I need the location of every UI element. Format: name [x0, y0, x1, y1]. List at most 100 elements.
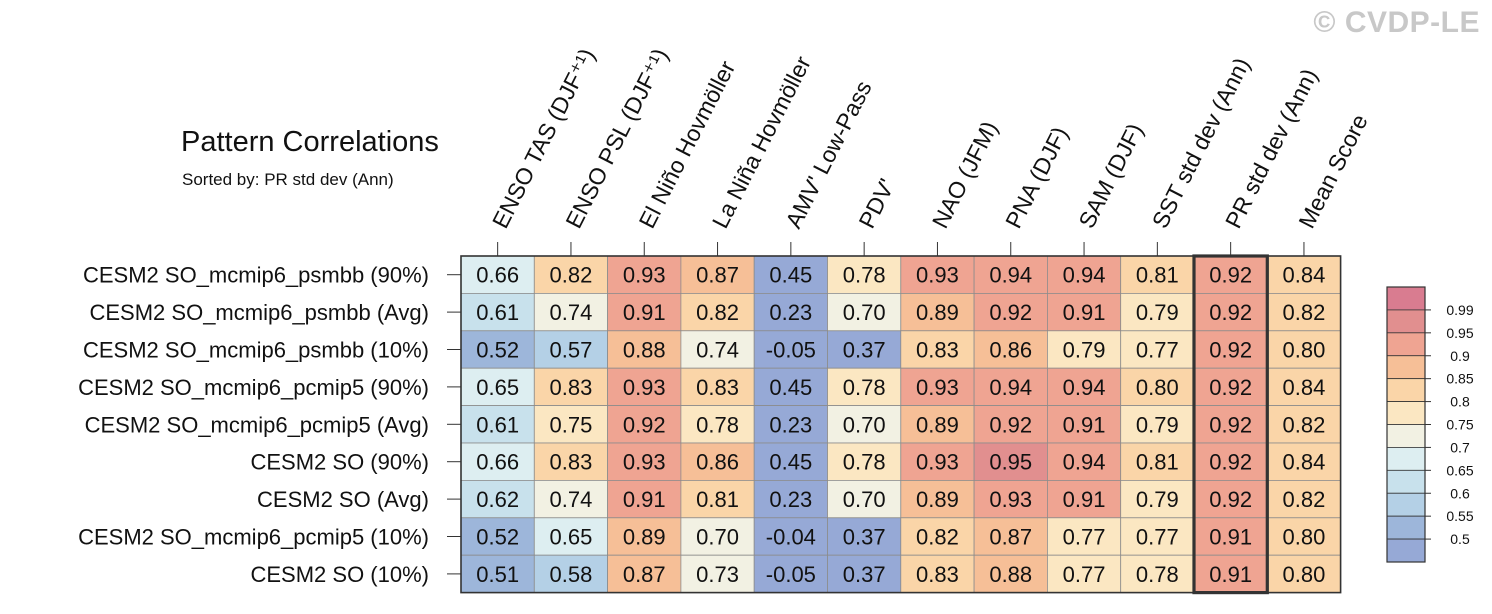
heatmap-cell: [753, 479, 828, 519]
heatmap-cell: [973, 554, 1048, 594]
heatmap-cell: [973, 405, 1048, 444]
heatmap-cell: [973, 255, 1048, 294]
heatmap-cell: [1193, 292, 1268, 332]
cell-value: 0.77: [1136, 525, 1179, 550]
heatmap-cell: [680, 405, 755, 444]
heatmap-cell: [533, 367, 608, 407]
cell-value: 0.94: [1063, 450, 1106, 475]
heatmap-cell: [680, 479, 755, 519]
heatmap-cell: [753, 554, 828, 594]
cell-value: 0.92: [1209, 450, 1252, 475]
cell-value: 0.91: [1063, 412, 1106, 437]
heatmap-cell: [1047, 442, 1122, 481]
colorbar-bin: [1386, 378, 1426, 402]
cell-value: 0.61: [476, 300, 519, 325]
colorbar-bin: [1386, 424, 1426, 448]
cell-value: 0.89: [916, 300, 959, 325]
cell-value: 0.93: [623, 450, 666, 475]
colorbar-label: 0.85: [1446, 371, 1473, 387]
heatmap-cell: [1266, 554, 1342, 594]
cell-value: 0.74: [550, 300, 593, 325]
heatmap-cell: [827, 554, 902, 594]
colorbar-label: 0.95: [1446, 325, 1473, 341]
heatmap-cell: [607, 330, 682, 369]
column-label: Mean Score: [1293, 110, 1372, 232]
heatmap-cell: [460, 330, 535, 369]
heatmap-cell: [1193, 405, 1268, 444]
cell-value: 0.92: [623, 412, 666, 437]
cell-value: 0.93: [623, 263, 666, 288]
cell-value: 0.37: [843, 338, 886, 363]
cell-value: 0.70: [696, 525, 739, 550]
row-label: CESM2 SO_mcmip6_pcmip5 (Avg): [85, 412, 429, 437]
cell-value: 0.70: [843, 300, 886, 325]
cell-value: 0.57: [550, 338, 593, 363]
cell-value: 0.88: [989, 562, 1032, 587]
heatmap-cell: [460, 405, 535, 444]
heatmap-cell: [827, 330, 902, 369]
heatmap-cell: [460, 367, 535, 407]
cell-value: 0.93: [916, 450, 959, 475]
heatmap-cell: [1120, 554, 1195, 594]
cell-value: 0.52: [476, 338, 519, 363]
cell-value: 0.92: [1209, 338, 1252, 363]
cell-value: 0.83: [550, 450, 593, 475]
cell-value: 0.80: [1136, 375, 1179, 400]
cell-value: 0.23: [769, 487, 812, 512]
cell-value: 0.66: [476, 450, 519, 475]
cell-value: 0.92: [1209, 375, 1252, 400]
cell-value: 0.92: [989, 412, 1032, 437]
cell-value: 0.91: [1063, 300, 1106, 325]
cell-value: 0.83: [916, 338, 959, 363]
heatmap-cell: [1047, 292, 1122, 332]
colorbar-label: 0.9: [1450, 348, 1470, 364]
heatmap-cell: [1120, 517, 1195, 556]
cell-value: 0.89: [623, 525, 666, 550]
heatmap-cell: [533, 255, 608, 294]
cell-value: 0.45: [769, 263, 812, 288]
heatmap-cell: [460, 442, 535, 481]
chart-title: Pattern Correlations: [181, 126, 439, 158]
cell-value: 0.51: [476, 562, 519, 587]
cell-value: 0.74: [696, 338, 739, 363]
cell-value: 0.92: [1209, 412, 1252, 437]
cell-value: -0.05: [766, 562, 816, 587]
heatmap-cell: [1266, 405, 1342, 444]
heatmap-cell: [1120, 405, 1195, 444]
heatmap-cell: [827, 292, 902, 332]
cell-value: 0.45: [769, 450, 812, 475]
heatmap-cell: [827, 442, 902, 481]
cell-value: 0.78: [843, 450, 886, 475]
cell-value: 0.45: [769, 375, 812, 400]
cell-value: 0.82: [916, 525, 959, 550]
cell-value: 0.66: [476, 263, 519, 288]
heatmap-cell: [827, 367, 902, 407]
cell-value: 0.91: [623, 487, 666, 512]
heatmap-cell: [533, 479, 608, 519]
cell-value: 0.91: [1209, 525, 1252, 550]
heatmap-cell: [680, 554, 755, 594]
row-label: CESM2 SO_mcmip6_psmbb (90%): [83, 263, 429, 288]
heatmap-cell: [1120, 367, 1195, 407]
cell-value: 0.91: [1209, 562, 1252, 587]
cell-value: 0.86: [696, 450, 739, 475]
cell-value: 0.82: [550, 263, 593, 288]
colorbar-label: 0.6: [1450, 485, 1470, 501]
heatmap-cell: [460, 292, 535, 332]
colorbar-label: 0.55: [1446, 508, 1473, 524]
cell-value: 0.73: [696, 562, 739, 587]
heatmap-cell: [1266, 479, 1342, 519]
cell-value: -0.04: [766, 525, 816, 550]
heatmap-cell: [900, 292, 975, 332]
heatmap-cell: [1266, 330, 1342, 369]
colorbar-label: 0.5: [1450, 531, 1470, 547]
heatmap-cell: [460, 554, 535, 594]
colorbar-label: 0.99: [1446, 302, 1473, 318]
cell-value: 0.65: [550, 525, 593, 550]
cell-value: 0.79: [1136, 300, 1179, 325]
heatmap-cell: [1047, 517, 1122, 556]
cell-value: 0.80: [1283, 562, 1326, 587]
colorbar-bin: [1386, 355, 1426, 380]
colorbar-label: 0.7: [1450, 439, 1470, 455]
